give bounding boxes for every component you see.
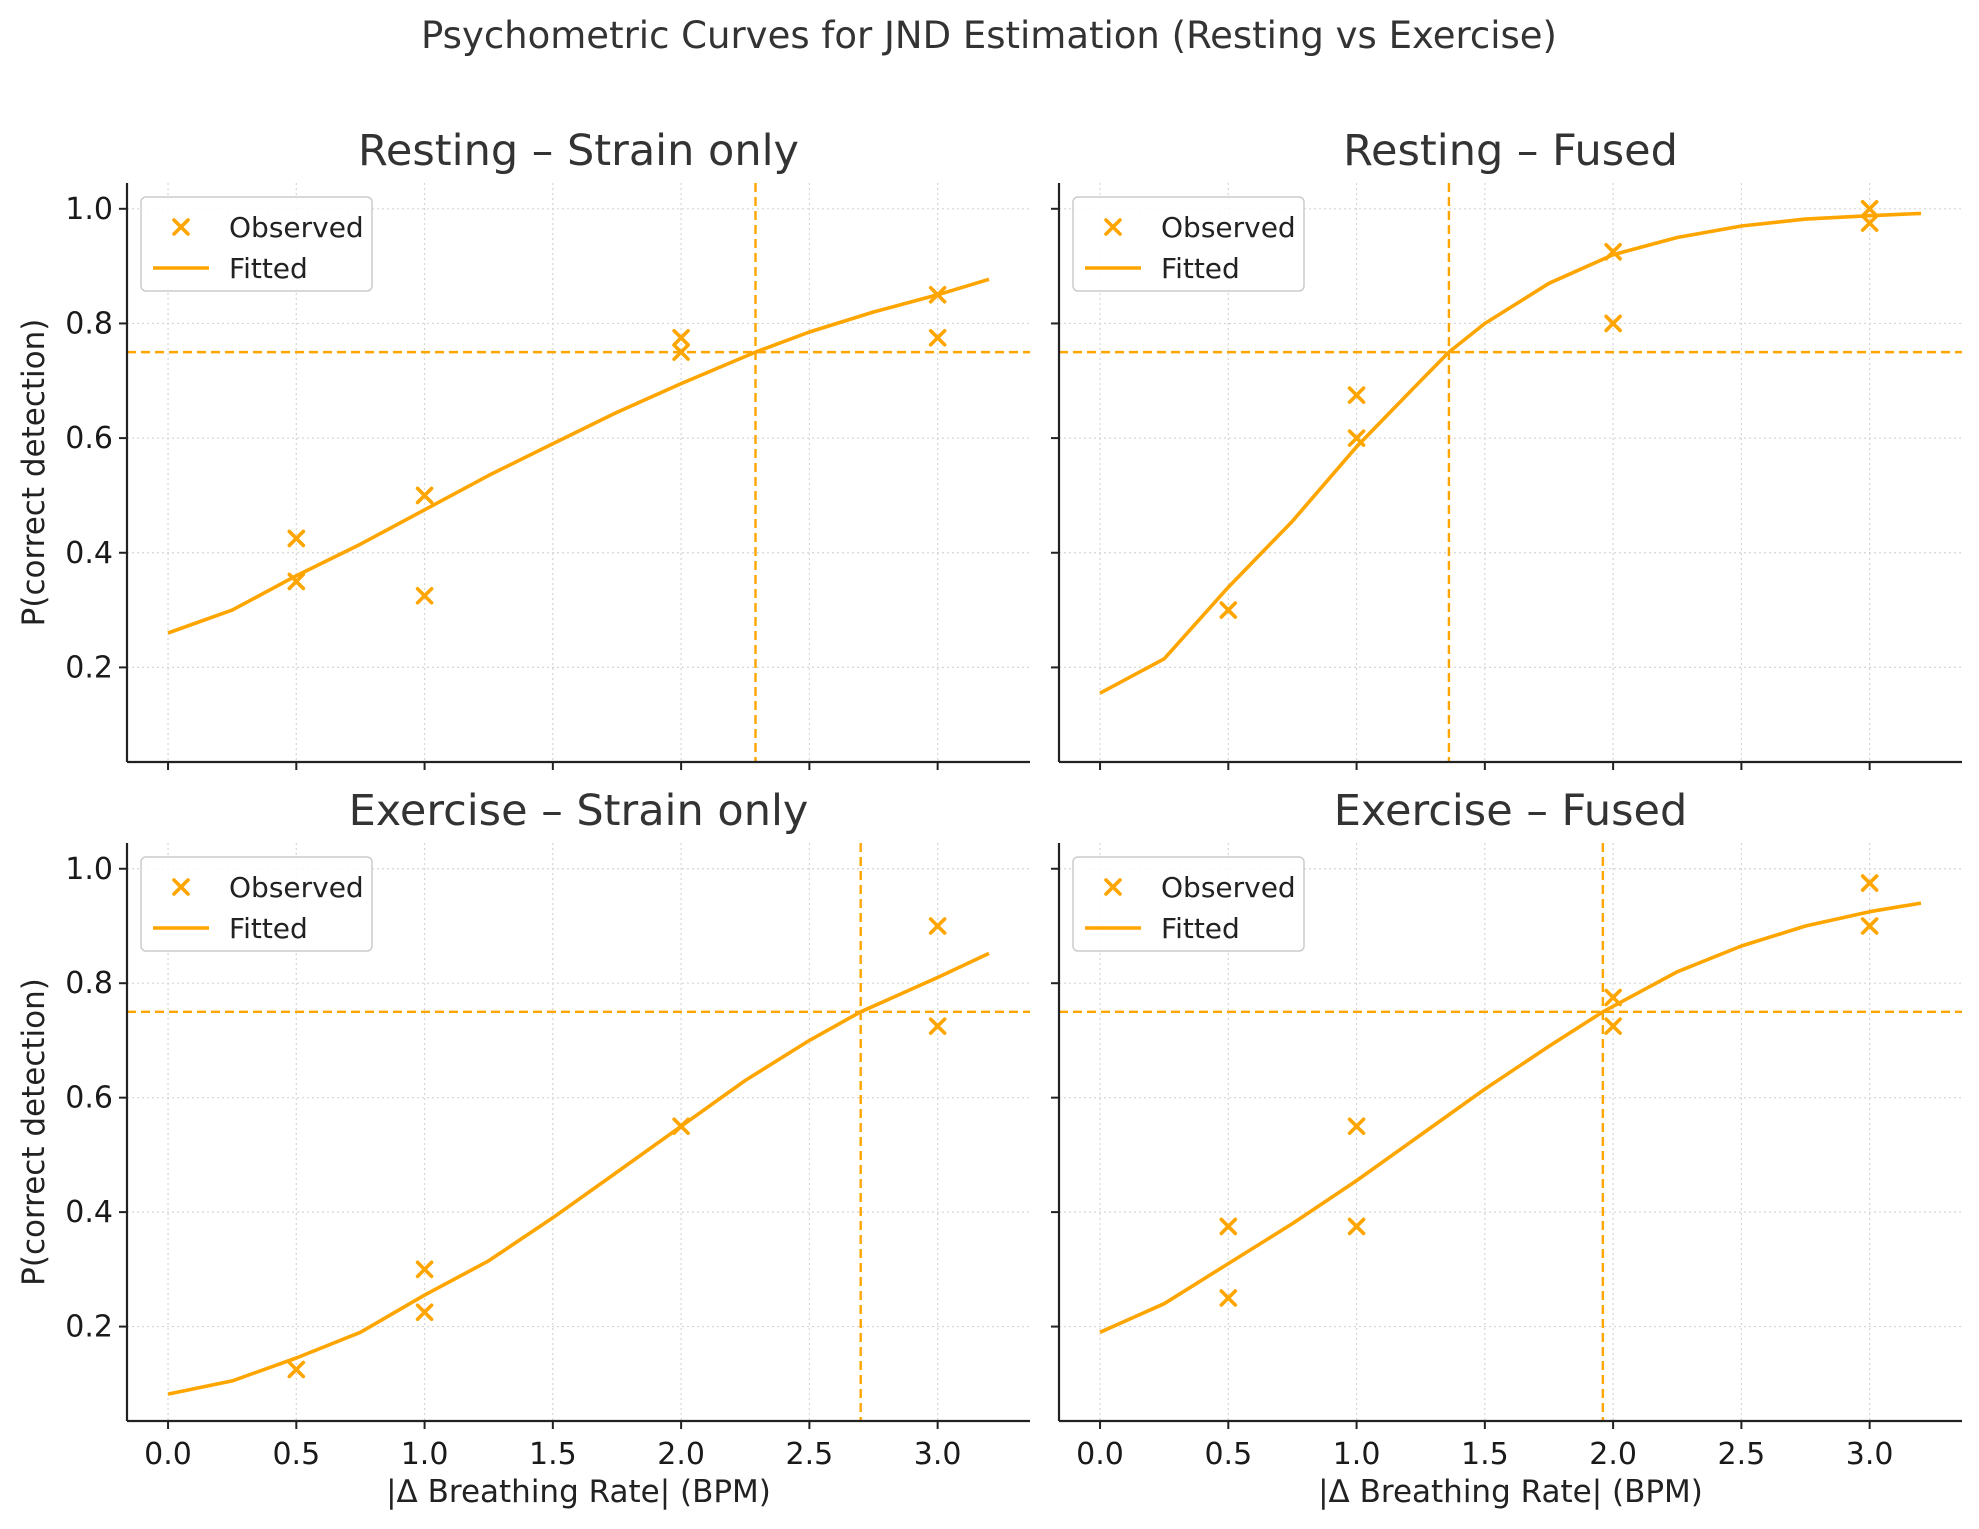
y-axis-label: P(correct detection) [16,978,52,1286]
subplot-title: Exercise – Strain only [349,786,809,836]
observed-point [1860,917,1879,935]
observed-point [1219,1289,1238,1307]
observed-point [415,1260,434,1279]
subplot-3: 0.0 0.5 1.0 1.5 2.0 2.5 3.0 0.2 0.4 0.6 0.8 1.0 Exer… [16,786,1030,1510]
y-tick-label: 0.8 [65,966,113,1001]
y-tick-label: 0.2 [65,650,113,685]
x-tick-label: 1.0 [401,1437,449,1472]
subplot-4: 0.0 0.5 1.0 1.5 2.0 2.5 3.0 Exercise – Fused |Δ … [1051,786,1962,1510]
legend-observed-marker [172,218,190,236]
observed-point [1347,429,1366,447]
legend: Observed Fitted [1072,856,1305,952]
x-tick-label: 2.0 [657,1437,705,1472]
observed-point [1604,1017,1622,1035]
observed-point [1219,1217,1238,1236]
legend-fitted-label: Fitted [1161,252,1240,285]
x-axis-label: |Δ Breathing Rate| (BPM) [1318,1474,1703,1510]
subplot-title: Resting – Fused [1343,126,1678,176]
observed-point [672,343,690,361]
y-tick-label: 0.4 [65,536,113,571]
observed-point [672,328,690,347]
legend-observed-marker [1104,878,1122,896]
fitted-curve [167,277,990,635]
legend-observed-marker [172,878,190,896]
legend: Observed Fitted [140,196,373,292]
legend-observed-label: Observed [229,871,364,904]
legend-fitted-label: Fitted [1161,912,1240,945]
subplot-title: Resting – Strain only [358,126,799,176]
x-tick-label: 2.0 [1589,1437,1637,1472]
observed-point [1860,214,1879,232]
x-axis-label: |Δ Breathing Rate| (BPM) [386,1474,771,1510]
legend-observed-label: Observed [229,211,364,244]
y-tick-label: 0.4 [65,1195,113,1230]
y-tick-label: 0.2 [65,1310,113,1345]
observed-point [287,1360,306,1379]
legend-observed-marker [1104,218,1122,236]
observed-point [287,572,306,591]
legend-fitted-label: Fitted [229,252,308,285]
legend: Observed Fitted [1072,196,1305,292]
fitted-curve [1099,211,1922,695]
x-tick-label: 0.0 [1076,1437,1124,1472]
observed-point [1347,386,1366,404]
observed-point [672,1117,690,1136]
observed-point [1604,242,1622,261]
observed-point [1604,988,1622,1007]
x-tick-label: 3.0 [914,1437,962,1472]
y-tick-label: 0.6 [65,1081,113,1116]
observed-point [928,328,947,347]
y-tick-label: 0.6 [65,421,113,456]
subplot-2: Resting – Fused Observed Fitted [1051,126,1962,770]
observed-point [415,1303,434,1322]
observed-point [928,285,947,304]
x-tick-label: 2.5 [786,1437,834,1472]
subplot-title: Exercise – Fused [1334,786,1688,836]
figure-suptitle: Psychometric Curves for JND Estimation (… [421,14,1557,57]
x-tick-label: 2.5 [1718,1437,1766,1472]
observed-point [415,486,434,505]
observed-point [1219,601,1238,619]
observed-point [1604,314,1622,333]
x-tick-label: 1.0 [1333,1437,1381,1472]
observed-point [287,529,306,548]
observed-point [1347,1117,1366,1136]
x-tick-label: 0.5 [1204,1437,1252,1472]
observed-point [928,1017,947,1035]
x-tick-label: 0.0 [144,1437,192,1472]
y-tick-label: 0.8 [65,306,113,341]
observed-point [1860,199,1879,218]
y-axis-label: P(correct detection) [16,319,52,627]
legend-fitted-label: Fitted [229,912,308,945]
legend-observed-label: Observed [1161,871,1296,904]
x-tick-label: 1.5 [529,1437,577,1472]
observed-point [1347,1217,1366,1236]
legend-observed-label: Observed [1161,211,1296,244]
y-tick-label: 1.0 [65,192,113,227]
observed-point [415,586,434,605]
fitted-curve [167,951,990,1396]
x-tick-label: 3.0 [1846,1437,1894,1472]
observed-point [928,917,947,935]
x-tick-label: 0.5 [272,1437,320,1472]
subplot-1: 0.2 0.4 0.6 0.8 1.0 Resting – Strain only P(co… [16,126,1030,770]
legend: Observed Fitted [140,856,373,952]
y-tick-label: 1.0 [65,852,113,887]
observed-point [1860,874,1879,892]
fitted-curve [1099,901,1922,1334]
x-tick-label: 1.5 [1461,1437,1509,1472]
